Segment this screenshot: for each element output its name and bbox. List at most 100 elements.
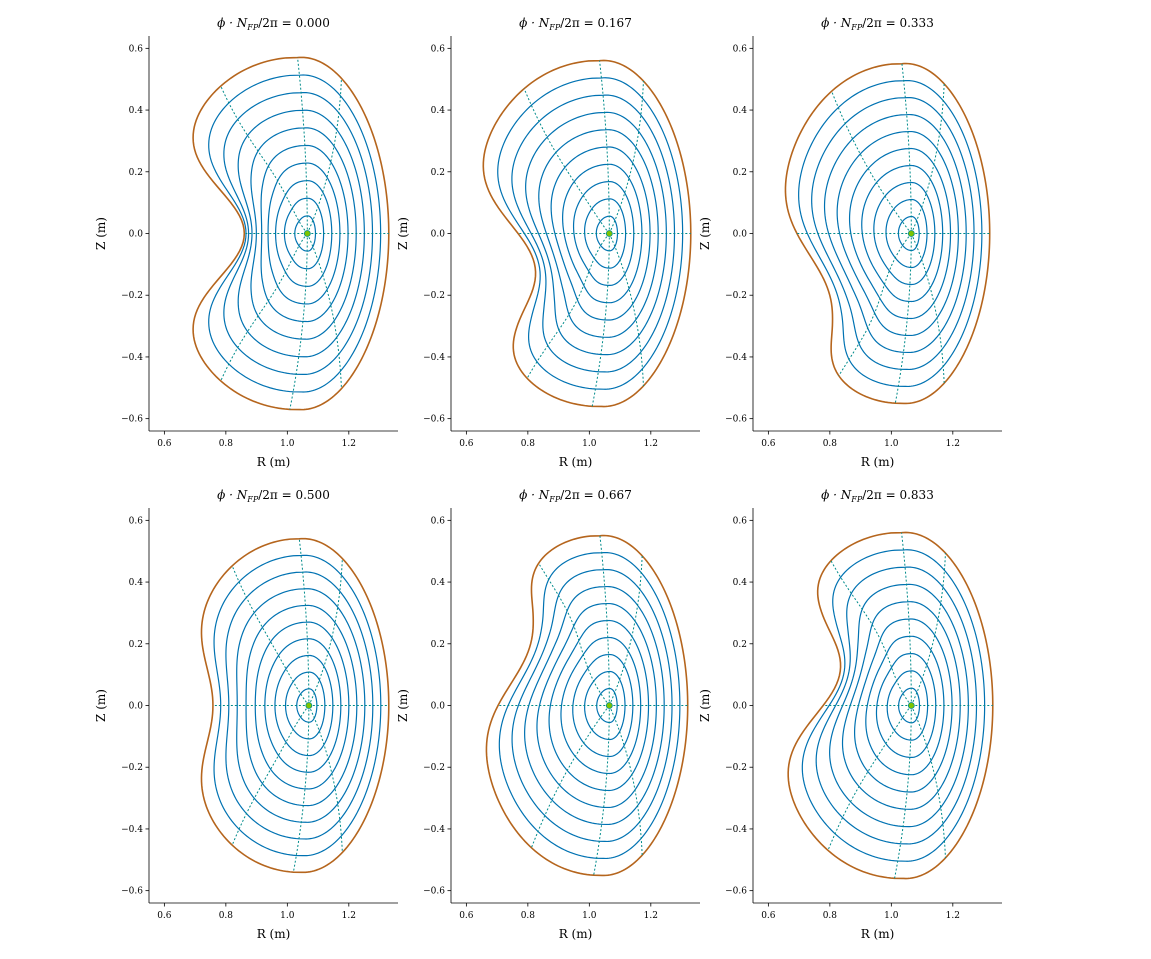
theta-line-2 <box>608 81 644 234</box>
plasma-boundary <box>485 534 689 877</box>
flux-surface-8 <box>811 96 975 371</box>
title-value: 0.167 <box>597 16 631 30</box>
x-tick-label: 1.0 <box>582 911 597 921</box>
title-value: 0.833 <box>899 488 933 502</box>
theta-line-6 <box>838 233 912 377</box>
title-symbol: ϕ · N <box>519 16 550 30</box>
y-tick-label: −0.4 <box>725 353 747 363</box>
theta-line-3 <box>599 535 610 706</box>
title-value: 0.333 <box>899 16 933 30</box>
theta-line-8 <box>308 705 343 853</box>
x-axis-label: R (m) <box>559 927 593 941</box>
flux-surface-2 <box>284 671 326 740</box>
magnetic-axis-marker <box>305 702 313 709</box>
theta-line-3 <box>599 60 610 234</box>
flux-surface-7 <box>823 113 967 354</box>
theta-line-2 <box>910 553 946 706</box>
x-tick-label: 1.2 <box>342 439 356 449</box>
y-tick-label: 0.4 <box>129 106 144 116</box>
subplot-title: ϕ · NFP/2π = 0.833 <box>821 488 934 504</box>
subplot-6: ϕ · NFP/2π = 0.833 0.6 0.8 1.0 1.2 −0.6 −0.4 −0… <box>698 488 1002 941</box>
y-tick-label: 0.0 <box>431 702 446 712</box>
flux-surface-8 <box>511 568 673 843</box>
y-tick-label: −0.4 <box>121 353 143 363</box>
y-tick-label: 0.4 <box>733 106 748 116</box>
x-tick-label: 0.8 <box>219 439 234 449</box>
x-axis-label: R (m) <box>257 927 291 941</box>
flux-surface-4 <box>267 162 341 305</box>
x-tick-label: 0.6 <box>459 911 474 921</box>
y-tick-label: −0.2 <box>121 763 143 773</box>
x-axis-label: R (m) <box>559 455 593 469</box>
theta-line-2 <box>608 555 643 706</box>
theta-line-4 <box>830 560 912 706</box>
x-tick-label: 1.0 <box>884 911 899 921</box>
subplot-3: ϕ · NFP/2π = 0.333 0.6 0.8 1.0 1.2 −0.6 −0.4 −0… <box>698 16 1002 469</box>
x-tick-label: 1.2 <box>946 911 960 921</box>
theta-line-7 <box>591 233 610 407</box>
title-fraction: /2π = <box>258 16 295 30</box>
subplot-5: ϕ · NFP/2π = 0.667 0.6 0.8 1.0 1.2 −0.6 −0.4 −0… <box>396 488 700 941</box>
title-subscript: FP <box>246 23 259 32</box>
title-symbol: ϕ · N <box>519 488 550 502</box>
theta-line-7 <box>289 233 308 410</box>
title-fraction: /2π = <box>560 16 597 30</box>
title-symbol: ϕ · N <box>217 16 248 30</box>
magnetic-axis-marker <box>907 230 915 237</box>
theta-line-6 <box>526 233 610 379</box>
title-fraction: /2π = <box>862 488 899 502</box>
theta-line-4 <box>538 562 610 706</box>
title-value: 0.667 <box>597 488 631 502</box>
flux-surface-3 <box>572 180 635 287</box>
y-tick-label: −0.4 <box>423 353 445 363</box>
flux-surface-7 <box>525 111 667 356</box>
flux-surface-2 <box>886 670 929 741</box>
y-tick-label: 0.4 <box>431 106 446 116</box>
x-tick-label: 1.2 <box>644 911 658 921</box>
subplot-title: ϕ · NFP/2π = 0.333 <box>821 16 934 32</box>
y-axis-label: Z (m) <box>698 689 712 722</box>
y-tick-label: −0.4 <box>423 825 445 835</box>
subplot-title: ϕ · NFP/2π = 0.000 <box>217 16 330 32</box>
title-symbol: ϕ · N <box>821 488 852 502</box>
x-tick-label: 1.0 <box>280 439 295 449</box>
subplot-title: ϕ · NFP/2π = 0.167 <box>519 16 632 32</box>
theta-line-7 <box>894 705 912 879</box>
flux-surface-5 <box>853 618 953 793</box>
y-tick-label: 0.6 <box>431 516 446 526</box>
x-tick-label: 0.8 <box>823 439 838 449</box>
y-tick-label: 0.6 <box>129 44 144 54</box>
y-tick-label: −0.6 <box>423 415 445 425</box>
flux-surface-9 <box>798 79 983 388</box>
theta-line-4 <box>831 91 912 234</box>
flux-surface-8 <box>815 566 978 845</box>
flux-surface-6 <box>836 130 959 337</box>
y-tick-label: 0.2 <box>431 640 445 650</box>
y-tick-label: 0.2 <box>129 168 143 178</box>
theta-line-2 <box>306 78 342 234</box>
subplot-1: ϕ · NFP/2π = 0.000 0.6 0.8 1.0 1.2 −0.6 −0.4 −0… <box>94 16 398 469</box>
x-tick-label: 0.6 <box>157 439 172 449</box>
x-tick-label: 0.8 <box>219 911 234 921</box>
y-axis-label: Z (m) <box>698 217 712 250</box>
flux-surface-6 <box>245 604 358 807</box>
flux-surface-4 <box>264 638 342 773</box>
magnetic-axis-marker <box>605 702 613 709</box>
title-symbol: ϕ · N <box>217 488 248 502</box>
theta-line-8 <box>608 233 644 386</box>
plasma-boundary <box>192 56 390 411</box>
title-fraction: /2π = <box>258 488 295 502</box>
flux-surface-8 <box>511 94 676 373</box>
title-fraction: /2π = <box>560 488 597 502</box>
y-tick-label: 0.0 <box>129 230 144 240</box>
plasma-boundary <box>482 59 692 408</box>
theta-line-6 <box>220 233 308 382</box>
y-tick-label: 0.0 <box>431 230 446 240</box>
subplot-title: ϕ · NFP/2π = 0.500 <box>217 488 330 504</box>
magnetic-axis-marker <box>907 702 915 709</box>
title-fraction: /2π = <box>862 16 899 30</box>
theta-line-2 <box>910 83 945 234</box>
plasma-boundary <box>784 62 991 405</box>
y-tick-label: 0.6 <box>431 44 446 54</box>
title-subscript: FP <box>548 23 561 32</box>
